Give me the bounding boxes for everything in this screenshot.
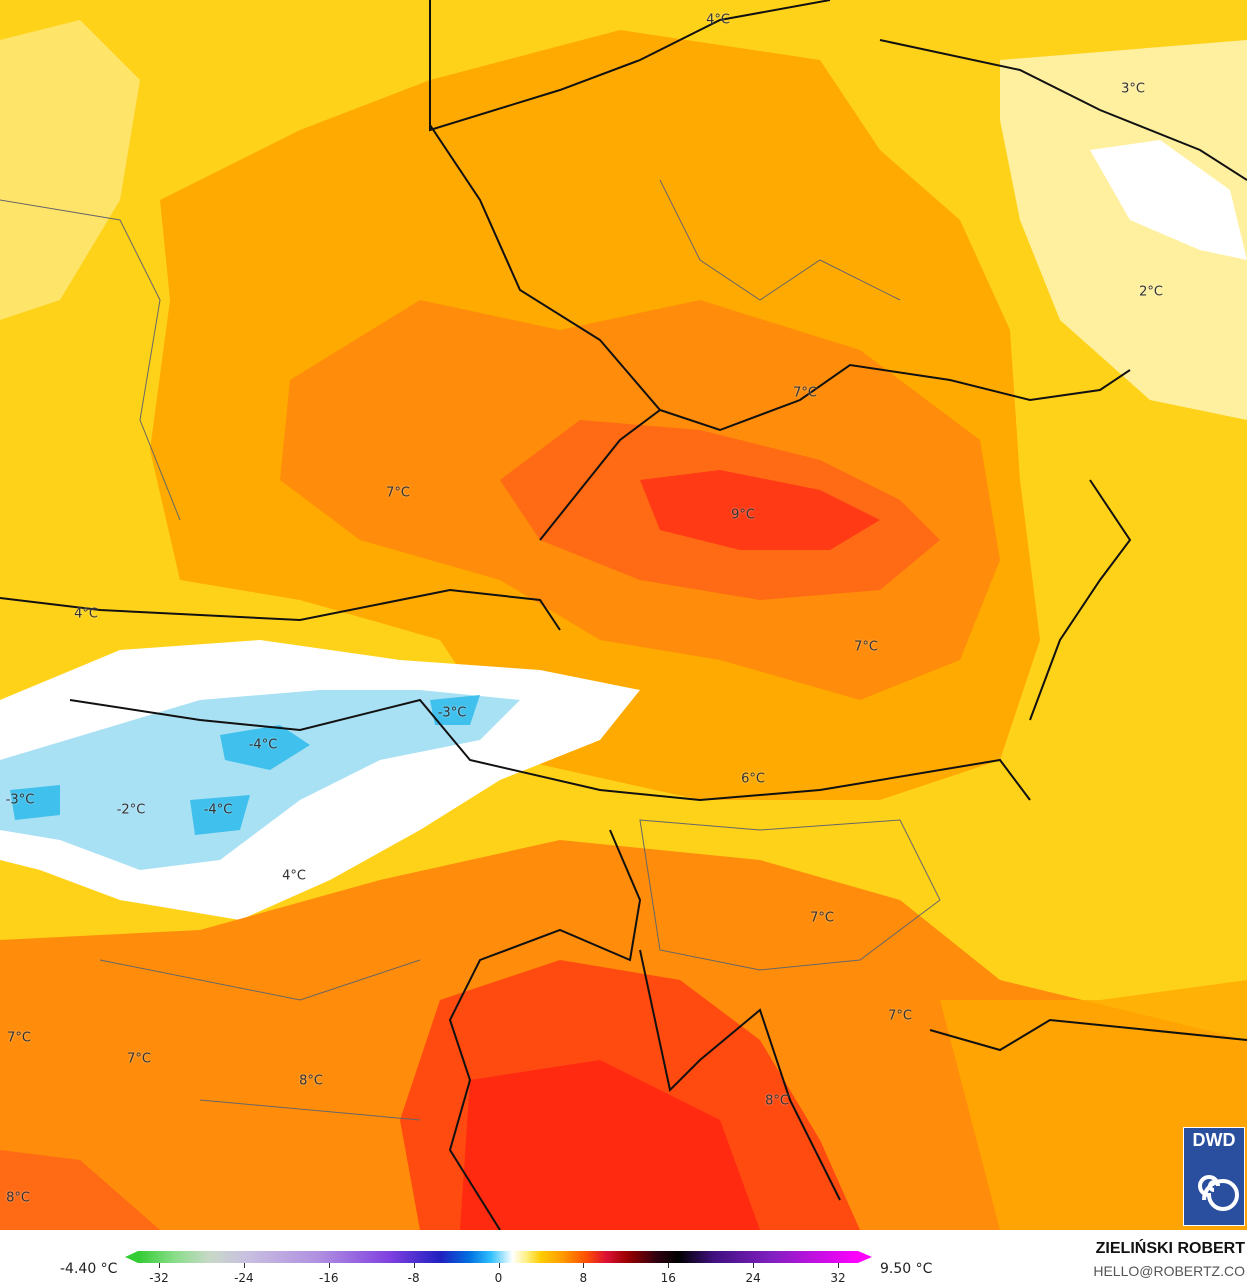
colorbar-tick bbox=[668, 1263, 670, 1268]
temperature-label: -3°C bbox=[5, 792, 35, 808]
temperature-label: 8°C bbox=[6, 1190, 30, 1206]
temperature-label: -2°C bbox=[116, 802, 146, 818]
colorbar-tick bbox=[498, 1263, 500, 1268]
temperature-label: -4°C bbox=[248, 737, 278, 753]
temperature-label: 7°C bbox=[854, 639, 878, 655]
colorbar-tick-label: -32 bbox=[149, 1271, 169, 1285]
temperature-label: 7°C bbox=[386, 485, 410, 501]
temperature-label: -4°C bbox=[203, 802, 233, 818]
max-value-label: 9.50 °C bbox=[880, 1261, 933, 1277]
cool-zone-nw bbox=[0, 20, 140, 320]
temperature-label: 7°C bbox=[810, 910, 834, 926]
temperature-label: -3°C bbox=[437, 705, 467, 721]
temperature-map: 4°C 3°C 2°C 7°C 7°C 9°C 4°C 7°C -3°C -4°C 6°C -3°C -… bbox=[0, 0, 1247, 1230]
alps-ice bbox=[0, 690, 520, 870]
temperature-label: 4°C bbox=[74, 606, 98, 622]
colorbar-arrow-max bbox=[858, 1251, 872, 1263]
spiral-icon bbox=[1198, 1175, 1239, 1211]
colorbar-tick-label: 16 bbox=[660, 1271, 676, 1285]
region-borders bbox=[0, 179, 941, 1121]
colorbar-tick-label: 0 bbox=[494, 1271, 503, 1285]
colorbar-tick bbox=[159, 1263, 160, 1268]
temperature-label: 9°C bbox=[731, 507, 755, 523]
colorbar-tick-label: 32 bbox=[830, 1271, 846, 1285]
colorbar-tick-label: -8 bbox=[407, 1271, 420, 1285]
temperature-label: 4°C bbox=[706, 12, 730, 28]
warm-zone-se bbox=[940, 980, 1247, 1230]
temperature-label: 6°C bbox=[741, 771, 765, 787]
temperature-label: 7°C bbox=[888, 1008, 912, 1024]
temperature-label: 8°C bbox=[765, 1093, 789, 1109]
author-email: HELLO@ROBERTZ.CO bbox=[1093, 1263, 1245, 1279]
colorbar-tick bbox=[838, 1263, 839, 1268]
temperature-label: 2°C bbox=[1139, 284, 1163, 300]
alps-blue bbox=[10, 695, 480, 835]
colorbar-tick bbox=[413, 1263, 415, 1268]
colorbar-tick-label: 24 bbox=[745, 1271, 761, 1285]
temperature-label: 7°C bbox=[793, 385, 817, 401]
colorbar-arrow-min bbox=[125, 1251, 138, 1263]
author-credit: ZIELIŃSKI ROBERT bbox=[1095, 1240, 1245, 1257]
temperature-label: 8°C bbox=[299, 1073, 323, 1089]
temperature-label: 4°C bbox=[282, 868, 306, 884]
colorbar-tick-label: 8 bbox=[579, 1271, 588, 1285]
hot-core bbox=[640, 470, 880, 550]
colorbar bbox=[138, 1251, 858, 1263]
temperature-label: 3°C bbox=[1121, 81, 1145, 97]
colorbar-tick-label: -24 bbox=[234, 1271, 254, 1285]
country-borders bbox=[0, 0, 1247, 1230]
cool-zone-ne bbox=[1000, 40, 1247, 420]
warm-zone-sw bbox=[0, 1150, 160, 1230]
colorbar-tick bbox=[328, 1263, 330, 1268]
colorbar-tick bbox=[753, 1263, 755, 1268]
hot-zone-adriatic bbox=[460, 1060, 760, 1230]
colorbar-tick bbox=[243, 1263, 245, 1268]
cold-patch-ne bbox=[1090, 140, 1247, 260]
colorbar-tick bbox=[583, 1263, 585, 1268]
temperature-field bbox=[0, 0, 1247, 1230]
colorbar-tick-label: -16 bbox=[318, 1271, 339, 1285]
dwd-logo: DWD bbox=[1183, 1127, 1245, 1226]
temperature-label: 7°C bbox=[127, 1051, 151, 1067]
temperature-label: 7°C bbox=[7, 1030, 31, 1046]
min-value-label: -4.40 °C bbox=[60, 1261, 118, 1277]
